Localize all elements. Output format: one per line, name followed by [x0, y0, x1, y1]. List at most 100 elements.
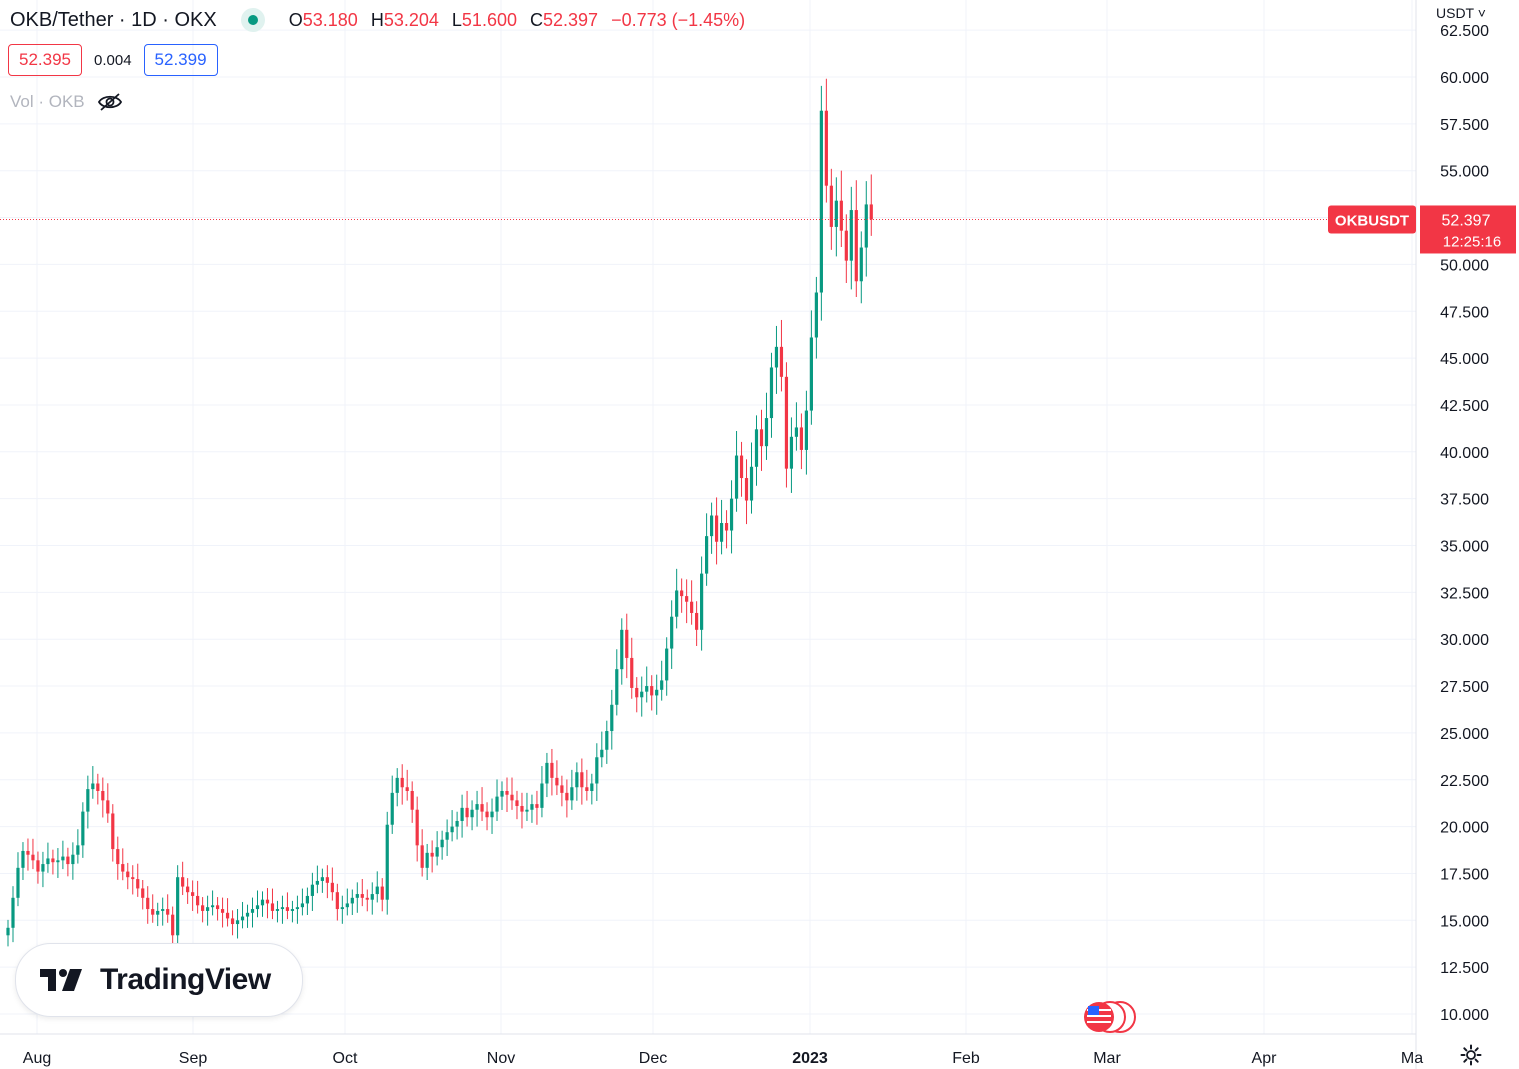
candle[interactable] — [560, 775, 564, 807]
candle[interactable] — [46, 842, 50, 873]
candle[interactable] — [171, 906, 175, 947]
candle[interactable] — [300, 888, 305, 916]
candle[interactable] — [420, 829, 424, 877]
candle[interactable] — [430, 840, 434, 873]
candle[interactable] — [754, 415, 759, 486]
candle[interactable] — [675, 568, 679, 629]
candle[interactable] — [96, 773, 100, 805]
candle[interactable] — [191, 880, 195, 911]
candle[interactable] — [450, 810, 454, 842]
candle[interactable] — [565, 779, 569, 818]
candle[interactable] — [146, 886, 150, 924]
candle[interactable] — [285, 892, 290, 920]
candle[interactable] — [475, 790, 479, 827]
candle[interactable] — [395, 768, 399, 807]
candle[interactable] — [81, 802, 85, 858]
candle[interactable] — [640, 676, 644, 717]
candle[interactable] — [540, 766, 544, 818]
candle[interactable] — [799, 413, 804, 470]
candle[interactable] — [535, 790, 539, 825]
candle[interactable] — [834, 177, 838, 257]
candle[interactable] — [186, 878, 190, 904]
candle[interactable] — [265, 888, 270, 919]
candle[interactable] — [126, 862, 130, 890]
candle[interactable] — [844, 214, 848, 284]
candle[interactable] — [769, 352, 774, 438]
candle[interactable] — [151, 894, 155, 923]
buy-price-button[interactable]: 52.399 — [143, 44, 218, 76]
candle[interactable] — [255, 890, 260, 918]
candle[interactable] — [111, 804, 115, 862]
eye-hidden-icon[interactable] — [97, 92, 123, 112]
candle[interactable] — [465, 790, 469, 827]
candle[interactable] — [260, 891, 265, 917]
candle[interactable] — [136, 863, 140, 897]
candle[interactable] — [201, 897, 205, 923]
candle[interactable] — [210, 890, 215, 916]
candle[interactable] — [235, 909, 240, 939]
candle[interactable] — [709, 502, 714, 554]
candle[interactable] — [440, 830, 444, 860]
candle[interactable] — [91, 766, 95, 799]
candle[interactable] — [605, 720, 609, 764]
candle[interactable] — [470, 800, 474, 831]
candle[interactable] — [400, 764, 404, 805]
candle[interactable] — [86, 775, 90, 829]
candle[interactable] — [26, 838, 30, 871]
candle[interactable] — [774, 325, 779, 394]
candle[interactable] — [360, 878, 364, 907]
candle[interactable] — [181, 861, 185, 896]
candle[interactable] — [101, 777, 105, 818]
candle[interactable] — [385, 811, 389, 915]
candle[interactable] — [665, 637, 669, 696]
candle[interactable] — [390, 775, 394, 834]
candle[interactable] — [156, 902, 160, 927]
candle[interactable] — [380, 878, 384, 912]
candle[interactable] — [196, 880, 200, 914]
candle[interactable] — [71, 842, 75, 880]
candle[interactable] — [230, 910, 235, 936]
candle[interactable] — [734, 431, 739, 512]
candle[interactable] — [485, 802, 489, 831]
candle[interactable] — [270, 888, 275, 920]
us-events-icon[interactable] — [1082, 1000, 1138, 1034]
candle[interactable] — [310, 872, 314, 911]
candle[interactable] — [41, 851, 45, 888]
candle[interactable] — [365, 889, 369, 912]
candle[interactable] — [744, 459, 749, 525]
candle[interactable] — [11, 886, 15, 943]
candle[interactable] — [829, 168, 833, 250]
candle[interactable] — [854, 180, 858, 297]
candle[interactable] — [580, 758, 584, 805]
candle[interactable] — [500, 781, 504, 810]
candle[interactable] — [724, 510, 729, 549]
candle[interactable] — [690, 580, 694, 625]
candle[interactable] — [714, 497, 719, 565]
currency-dropdown[interactable]: USDT ˅ — [1436, 5, 1486, 21]
candle[interactable] — [645, 666, 649, 703]
candle[interactable] — [36, 851, 40, 884]
candle[interactable] — [295, 895, 300, 924]
candle[interactable] — [595, 743, 599, 801]
candle[interactable] — [315, 865, 319, 894]
candle[interactable] — [864, 181, 868, 277]
candle[interactable] — [784, 362, 789, 488]
candle[interactable] — [76, 829, 80, 864]
candle[interactable] — [250, 897, 255, 928]
candle[interactable] — [206, 895, 210, 926]
candle[interactable] — [635, 677, 639, 713]
candle[interactable] — [764, 392, 769, 460]
candle[interactable] — [759, 409, 764, 471]
candle[interactable] — [590, 773, 594, 805]
candle[interactable] — [425, 843, 429, 880]
candle[interactable] — [809, 310, 813, 425]
candle[interactable] — [600, 731, 604, 768]
candle[interactable] — [685, 579, 689, 624]
candle[interactable] — [555, 760, 559, 796]
candle[interactable] — [824, 78, 828, 203]
candle[interactable] — [370, 882, 374, 915]
candle[interactable] — [6, 919, 10, 947]
candle[interactable] — [340, 895, 344, 924]
candle[interactable] — [789, 417, 794, 493]
